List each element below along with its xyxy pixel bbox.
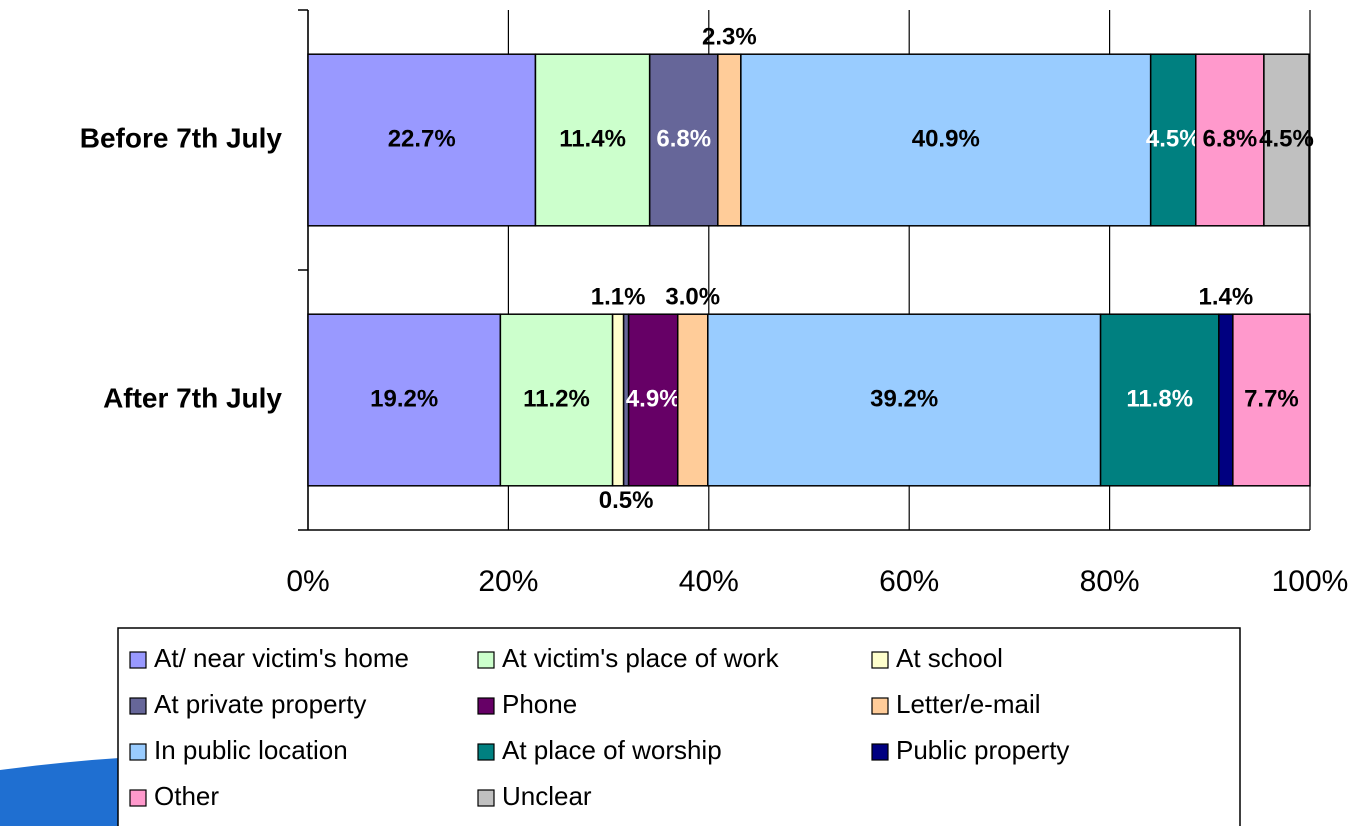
- legend-label: Letter/e-mail: [896, 689, 1041, 719]
- bar-segment: [1232, 313, 1311, 487]
- legend-label: Public property: [896, 735, 1069, 765]
- legend-label: In public location: [154, 735, 348, 765]
- legend-swatch: [871, 697, 889, 715]
- legend-swatch: [871, 651, 889, 669]
- bar-segment: [740, 53, 1152, 227]
- legend-swatch: [129, 743, 147, 761]
- legend-box: [117, 627, 1241, 831]
- legend-swatch: [129, 697, 147, 715]
- bar-segment: [676, 313, 709, 487]
- x-tick-label: 80%: [1080, 565, 1140, 598]
- data-label: 4.5%: [1146, 125, 1201, 152]
- x-tick-label: 0%: [286, 565, 329, 598]
- legend-swatch: [129, 789, 147, 807]
- legend-label: At private property: [154, 689, 366, 719]
- x-tick-label: 20%: [478, 565, 538, 598]
- data-label: 7.7%: [1244, 385, 1299, 412]
- x-tick-label: 100%: [1272, 565, 1349, 598]
- legend-label: At victim's place of work: [502, 643, 780, 673]
- bar-segment: [707, 313, 1102, 487]
- data-label: 39.2%: [870, 385, 938, 412]
- data-label: 0.5%: [599, 487, 654, 514]
- bar-segment: [1149, 53, 1197, 227]
- data-label: 4.9%: [626, 385, 681, 412]
- legend-swatch: [129, 651, 147, 669]
- bar-segment: [717, 53, 742, 227]
- data-label: 1.4%: [1198, 284, 1253, 311]
- bar-segment: [611, 313, 625, 487]
- category-label: After 7th July: [103, 382, 282, 413]
- bar-segment: [1195, 53, 1265, 227]
- data-label: 3.0%: [665, 284, 720, 311]
- data-label: 19.2%: [370, 385, 438, 412]
- data-label: 11.8%: [1126, 385, 1193, 412]
- category-label: Before 7th July: [80, 122, 283, 153]
- legend-label: Other: [154, 781, 219, 811]
- x-tick-label: 40%: [679, 565, 739, 598]
- x-tick-label: 60%: [879, 565, 939, 598]
- data-label: 6.8%: [1202, 125, 1257, 152]
- data-label: 4.5%: [1259, 125, 1314, 152]
- data-label: 6.8%: [656, 125, 711, 152]
- legend-label: Unclear: [502, 781, 592, 811]
- data-label: 1.1%: [591, 284, 646, 311]
- legend-swatch: [477, 697, 495, 715]
- data-label: 11.2%: [523, 385, 590, 412]
- bar-segment: [307, 53, 537, 227]
- bar-segment: [1218, 313, 1234, 487]
- bar-segment: [499, 313, 614, 487]
- legend-swatch: [477, 789, 495, 807]
- data-label: 40.9%: [912, 125, 980, 152]
- legend-swatch: [477, 651, 495, 669]
- bar-segment: [1099, 313, 1220, 487]
- data-label: 22.7%: [388, 125, 456, 152]
- legend-label: Phone: [502, 689, 577, 719]
- bar-segment: [627, 313, 679, 487]
- data-label: 2.3%: [702, 24, 757, 51]
- legend-swatch: [477, 743, 495, 761]
- legend-swatch: [871, 743, 889, 761]
- bar-segment: [1263, 53, 1310, 227]
- legend-label: At school: [896, 643, 1003, 673]
- legend-label: At/ near victim's home: [154, 643, 409, 673]
- data-label: 11.4%: [559, 125, 626, 152]
- legend-label: At place of worship: [502, 735, 722, 765]
